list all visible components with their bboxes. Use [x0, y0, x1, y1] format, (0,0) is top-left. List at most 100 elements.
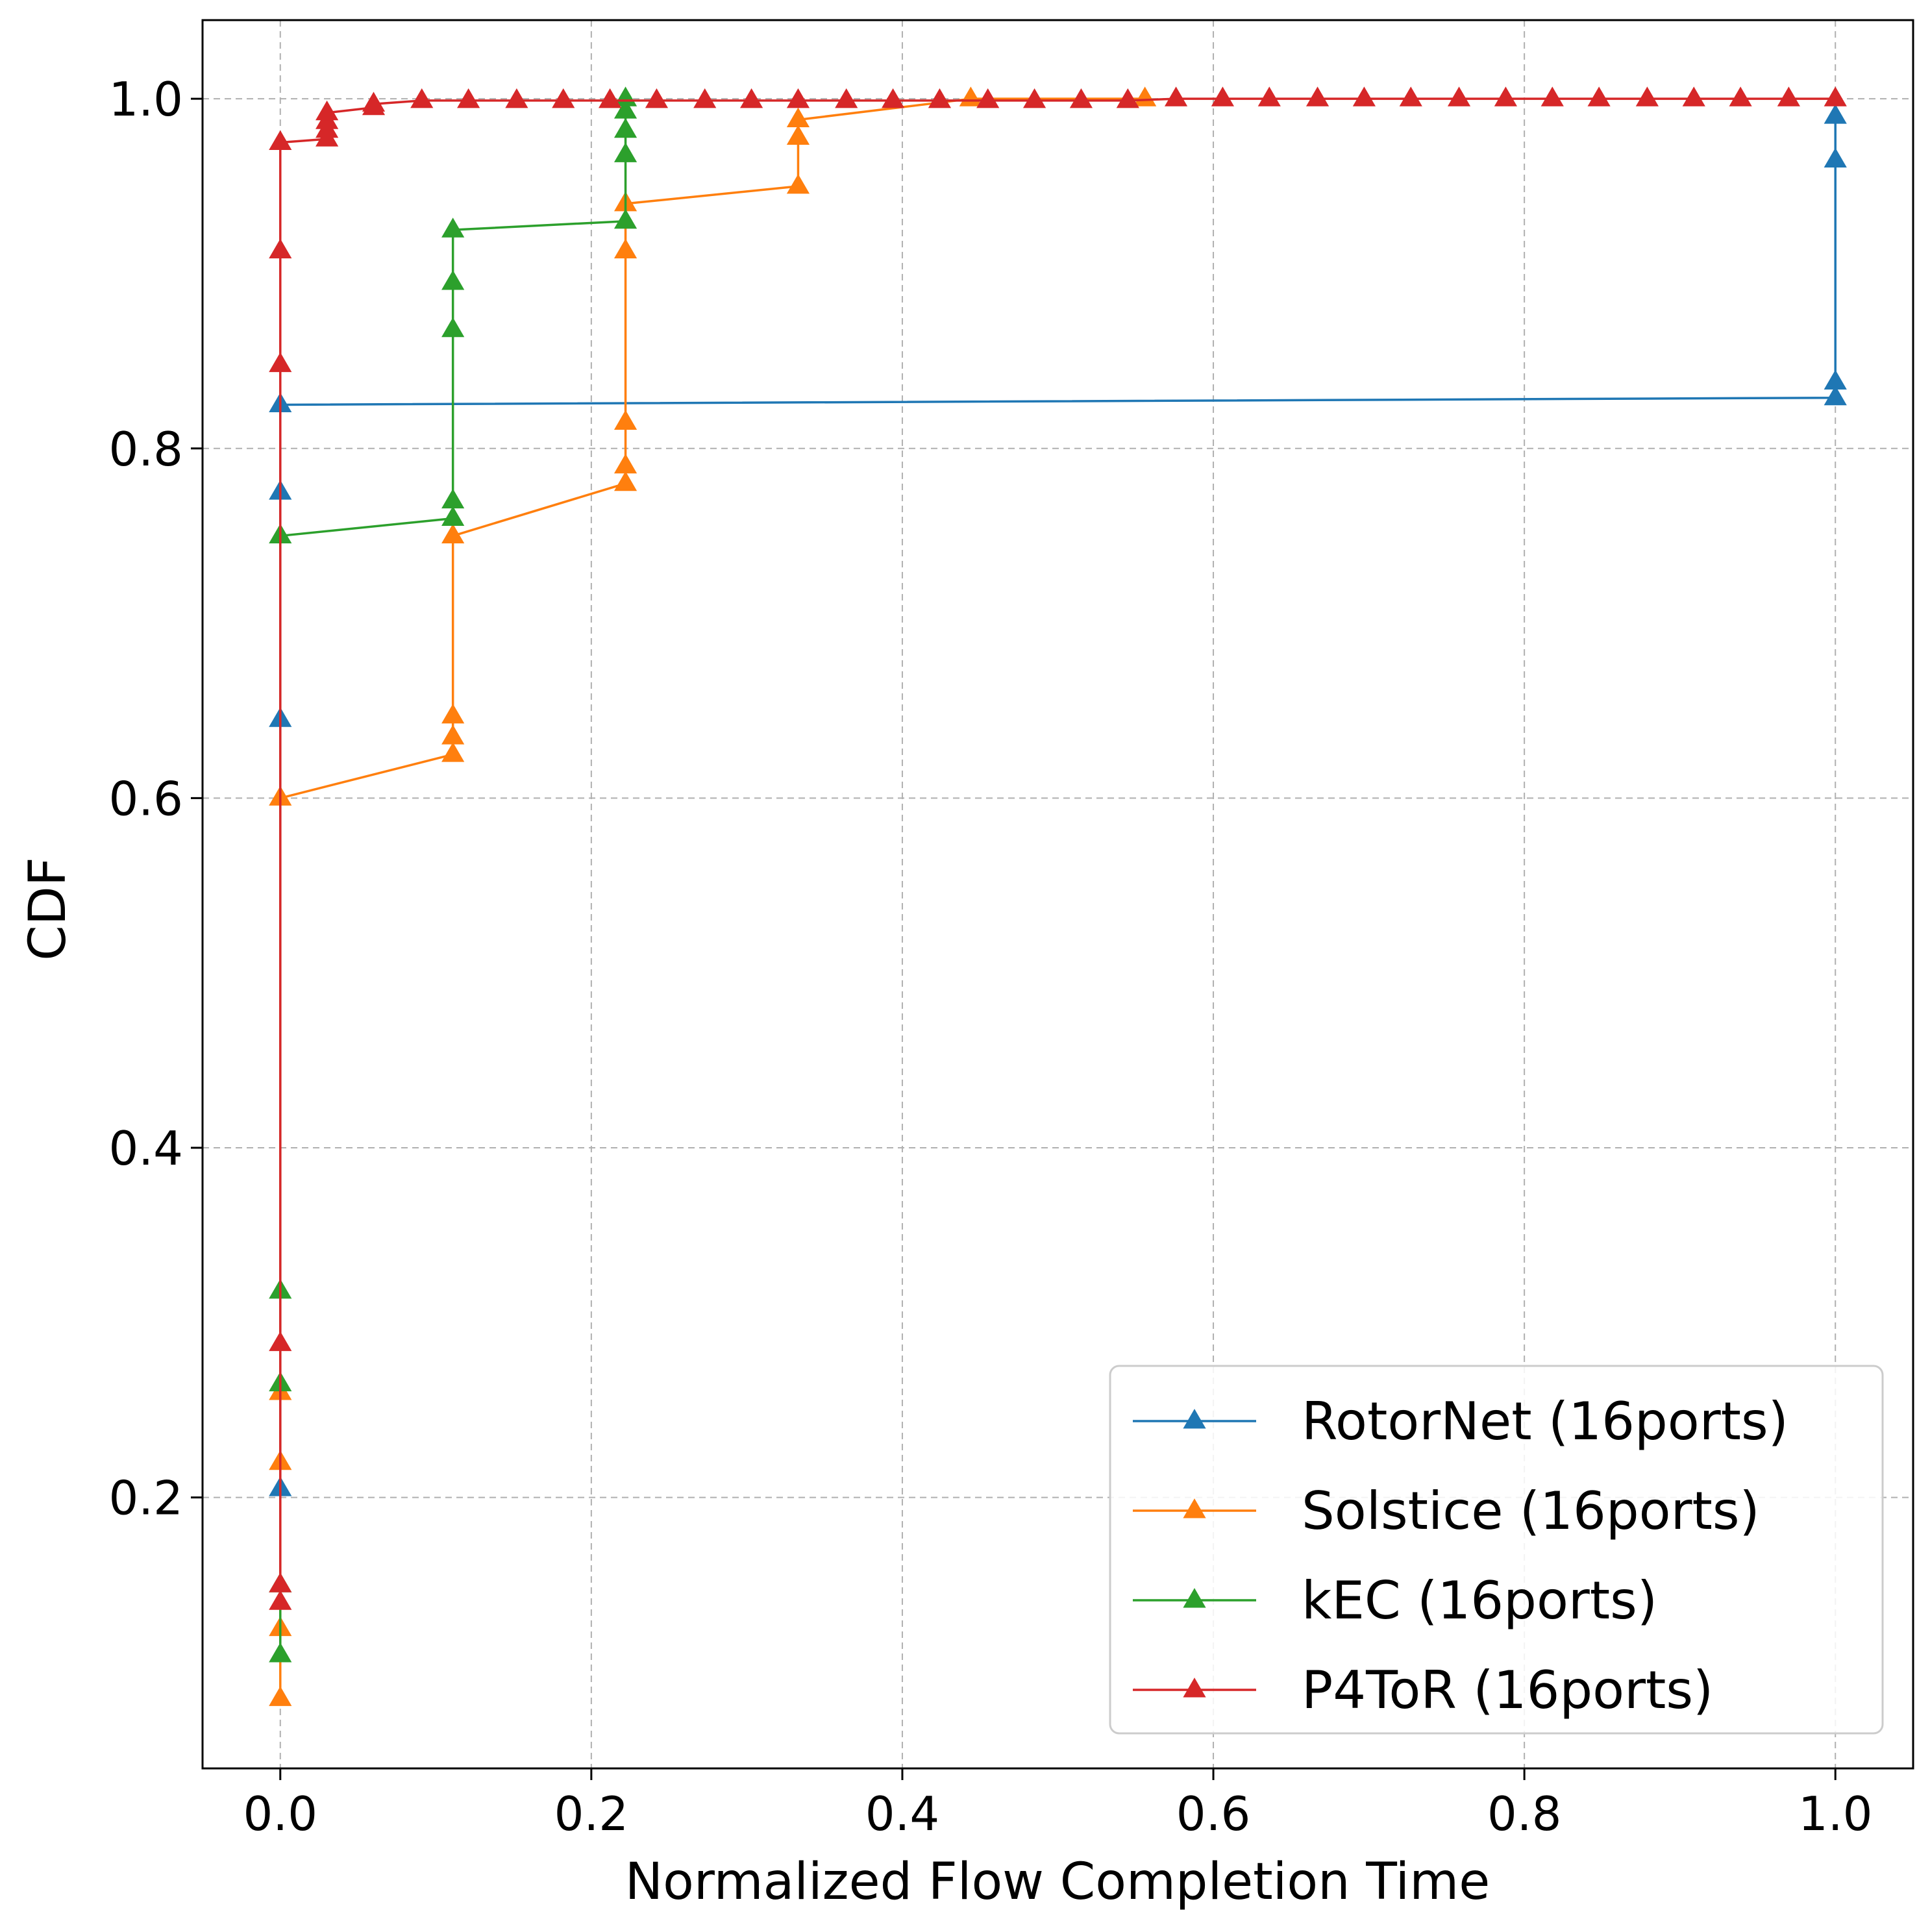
data-point-marker	[1164, 86, 1188, 106]
data-point-marker	[1116, 88, 1139, 108]
data-point-marker	[1352, 86, 1376, 106]
legend-marker	[1183, 1498, 1206, 1518]
x-tick-label: 0.8	[1487, 1787, 1562, 1841]
data-point-marker	[881, 88, 905, 108]
data-point-marker	[315, 100, 339, 121]
data-point-marker	[269, 1331, 292, 1352]
data-point-marker	[269, 130, 292, 151]
data-point-marker	[1399, 86, 1422, 106]
series-0	[269, 104, 1847, 1496]
data-point-marker	[1211, 86, 1235, 106]
data-point-marker	[1069, 88, 1093, 108]
legend: RotorNet (16ports) Solstice (16ports) kEC …	[1109, 1365, 1884, 1735]
data-point-marker	[1133, 86, 1157, 106]
y-tick-label: 0.4	[108, 1121, 183, 1176]
data-point-marker	[362, 92, 386, 112]
data-point-marker	[613, 410, 637, 430]
data-point-marker	[613, 99, 637, 119]
data-point-marker	[269, 1642, 292, 1663]
data-point-marker	[1824, 147, 1847, 167]
data-point-marker	[835, 88, 858, 108]
data-point-marker	[645, 88, 669, 108]
data-point-marker	[441, 724, 465, 745]
data-point-marker	[552, 88, 575, 108]
x-axis-ticks: 0.0 0.2 0.4 0.6 0.8 1.0	[243, 1768, 1873, 1841]
data-point-marker	[1305, 86, 1330, 106]
data-point-marker	[613, 471, 637, 491]
data-point-marker	[457, 88, 480, 108]
data-point-marker	[786, 125, 810, 145]
series-2	[269, 86, 637, 1663]
y-tick-label: 0.6	[108, 771, 183, 826]
data-point-marker	[441, 317, 465, 338]
data-point-marker	[1824, 385, 1847, 406]
x-tick-label: 0.4	[865, 1787, 940, 1841]
data-point-marker	[269, 1572, 292, 1592]
x-tick-label: 0.6	[1176, 1787, 1251, 1841]
legend-item: kEC (16ports)	[1133, 1570, 1657, 1631]
series-line	[279, 116, 1837, 1489]
data-point-marker	[1824, 104, 1847, 124]
x-axis-label: Normalized Flow Completion Time	[625, 1853, 1490, 1911]
legend-item: RotorNet (16ports)	[1133, 1391, 1788, 1452]
data-point-marker	[1824, 369, 1847, 390]
data-point-marker	[1682, 86, 1705, 106]
data-point-marker	[1447, 86, 1471, 106]
data-point-marker	[786, 173, 810, 194]
data-point-marker	[786, 88, 810, 108]
series-3	[269, 86, 1847, 1610]
data-point-marker	[613, 142, 637, 162]
x-tick-label: 0.0	[243, 1787, 318, 1841]
data-point-marker	[959, 86, 982, 106]
data-point-marker	[441, 523, 465, 543]
legend-marker	[1183, 1409, 1206, 1429]
x-tick-label: 0.2	[554, 1787, 629, 1841]
data-point-marker	[613, 238, 637, 259]
y-axis-ticks: 0.2 0.4 0.6 0.8 1.0	[108, 72, 203, 1526]
data-point-marker	[269, 352, 292, 373]
data-point-marker	[739, 88, 763, 108]
legend-box	[1109, 1365, 1884, 1735]
data-point-marker	[928, 88, 952, 108]
y-tick-label: 1.0	[108, 72, 183, 127]
legend-label: Solstice (16ports)	[1302, 1481, 1760, 1541]
plot-frame	[201, 19, 1914, 1770]
data-point-marker	[613, 208, 637, 229]
data-point-marker	[613, 118, 637, 138]
data-point-marker	[1257, 86, 1281, 106]
data-point-marker	[505, 88, 528, 108]
y-axis-label: CDF	[19, 857, 77, 960]
data-point-marker	[693, 88, 717, 108]
data-point-marker	[269, 1686, 292, 1706]
data-point-marker	[1540, 86, 1564, 106]
legend-label: RotorNet (16ports)	[1302, 1391, 1788, 1452]
data-point-marker	[1022, 88, 1046, 108]
legend-item: Solstice (16ports)	[1133, 1481, 1760, 1541]
y-tick-label: 0.2	[108, 1471, 183, 1526]
data-point-marker	[269, 1590, 292, 1610]
data-point-marker	[786, 107, 810, 128]
data-point-marker	[613, 453, 637, 474]
data-point-marker	[599, 88, 622, 108]
legend-marker	[1183, 1678, 1206, 1698]
data-point-marker	[410, 88, 434, 108]
data-point-marker	[441, 270, 465, 290]
series-line	[279, 97, 1145, 1699]
data-point-marker	[1729, 86, 1752, 106]
data-point-marker	[1635, 86, 1659, 106]
series-layer	[269, 86, 1847, 1706]
data-point-marker	[1587, 86, 1611, 106]
data-point-marker	[1494, 86, 1517, 106]
data-point-marker	[441, 488, 465, 509]
x-tick-label: 1.0	[1798, 1787, 1873, 1841]
legend-label: kEC (16ports)	[1302, 1570, 1657, 1631]
y-tick-label: 0.8	[108, 422, 183, 477]
data-point-marker	[1824, 86, 1847, 106]
data-point-marker	[269, 238, 292, 259]
legend-marker	[1183, 1588, 1206, 1608]
data-point-marker	[441, 217, 465, 238]
data-point-marker	[1777, 86, 1800, 106]
legend-item: P4ToR (16ports)	[1133, 1660, 1713, 1720]
legend-label: P4ToR (16ports)	[1302, 1660, 1713, 1720]
